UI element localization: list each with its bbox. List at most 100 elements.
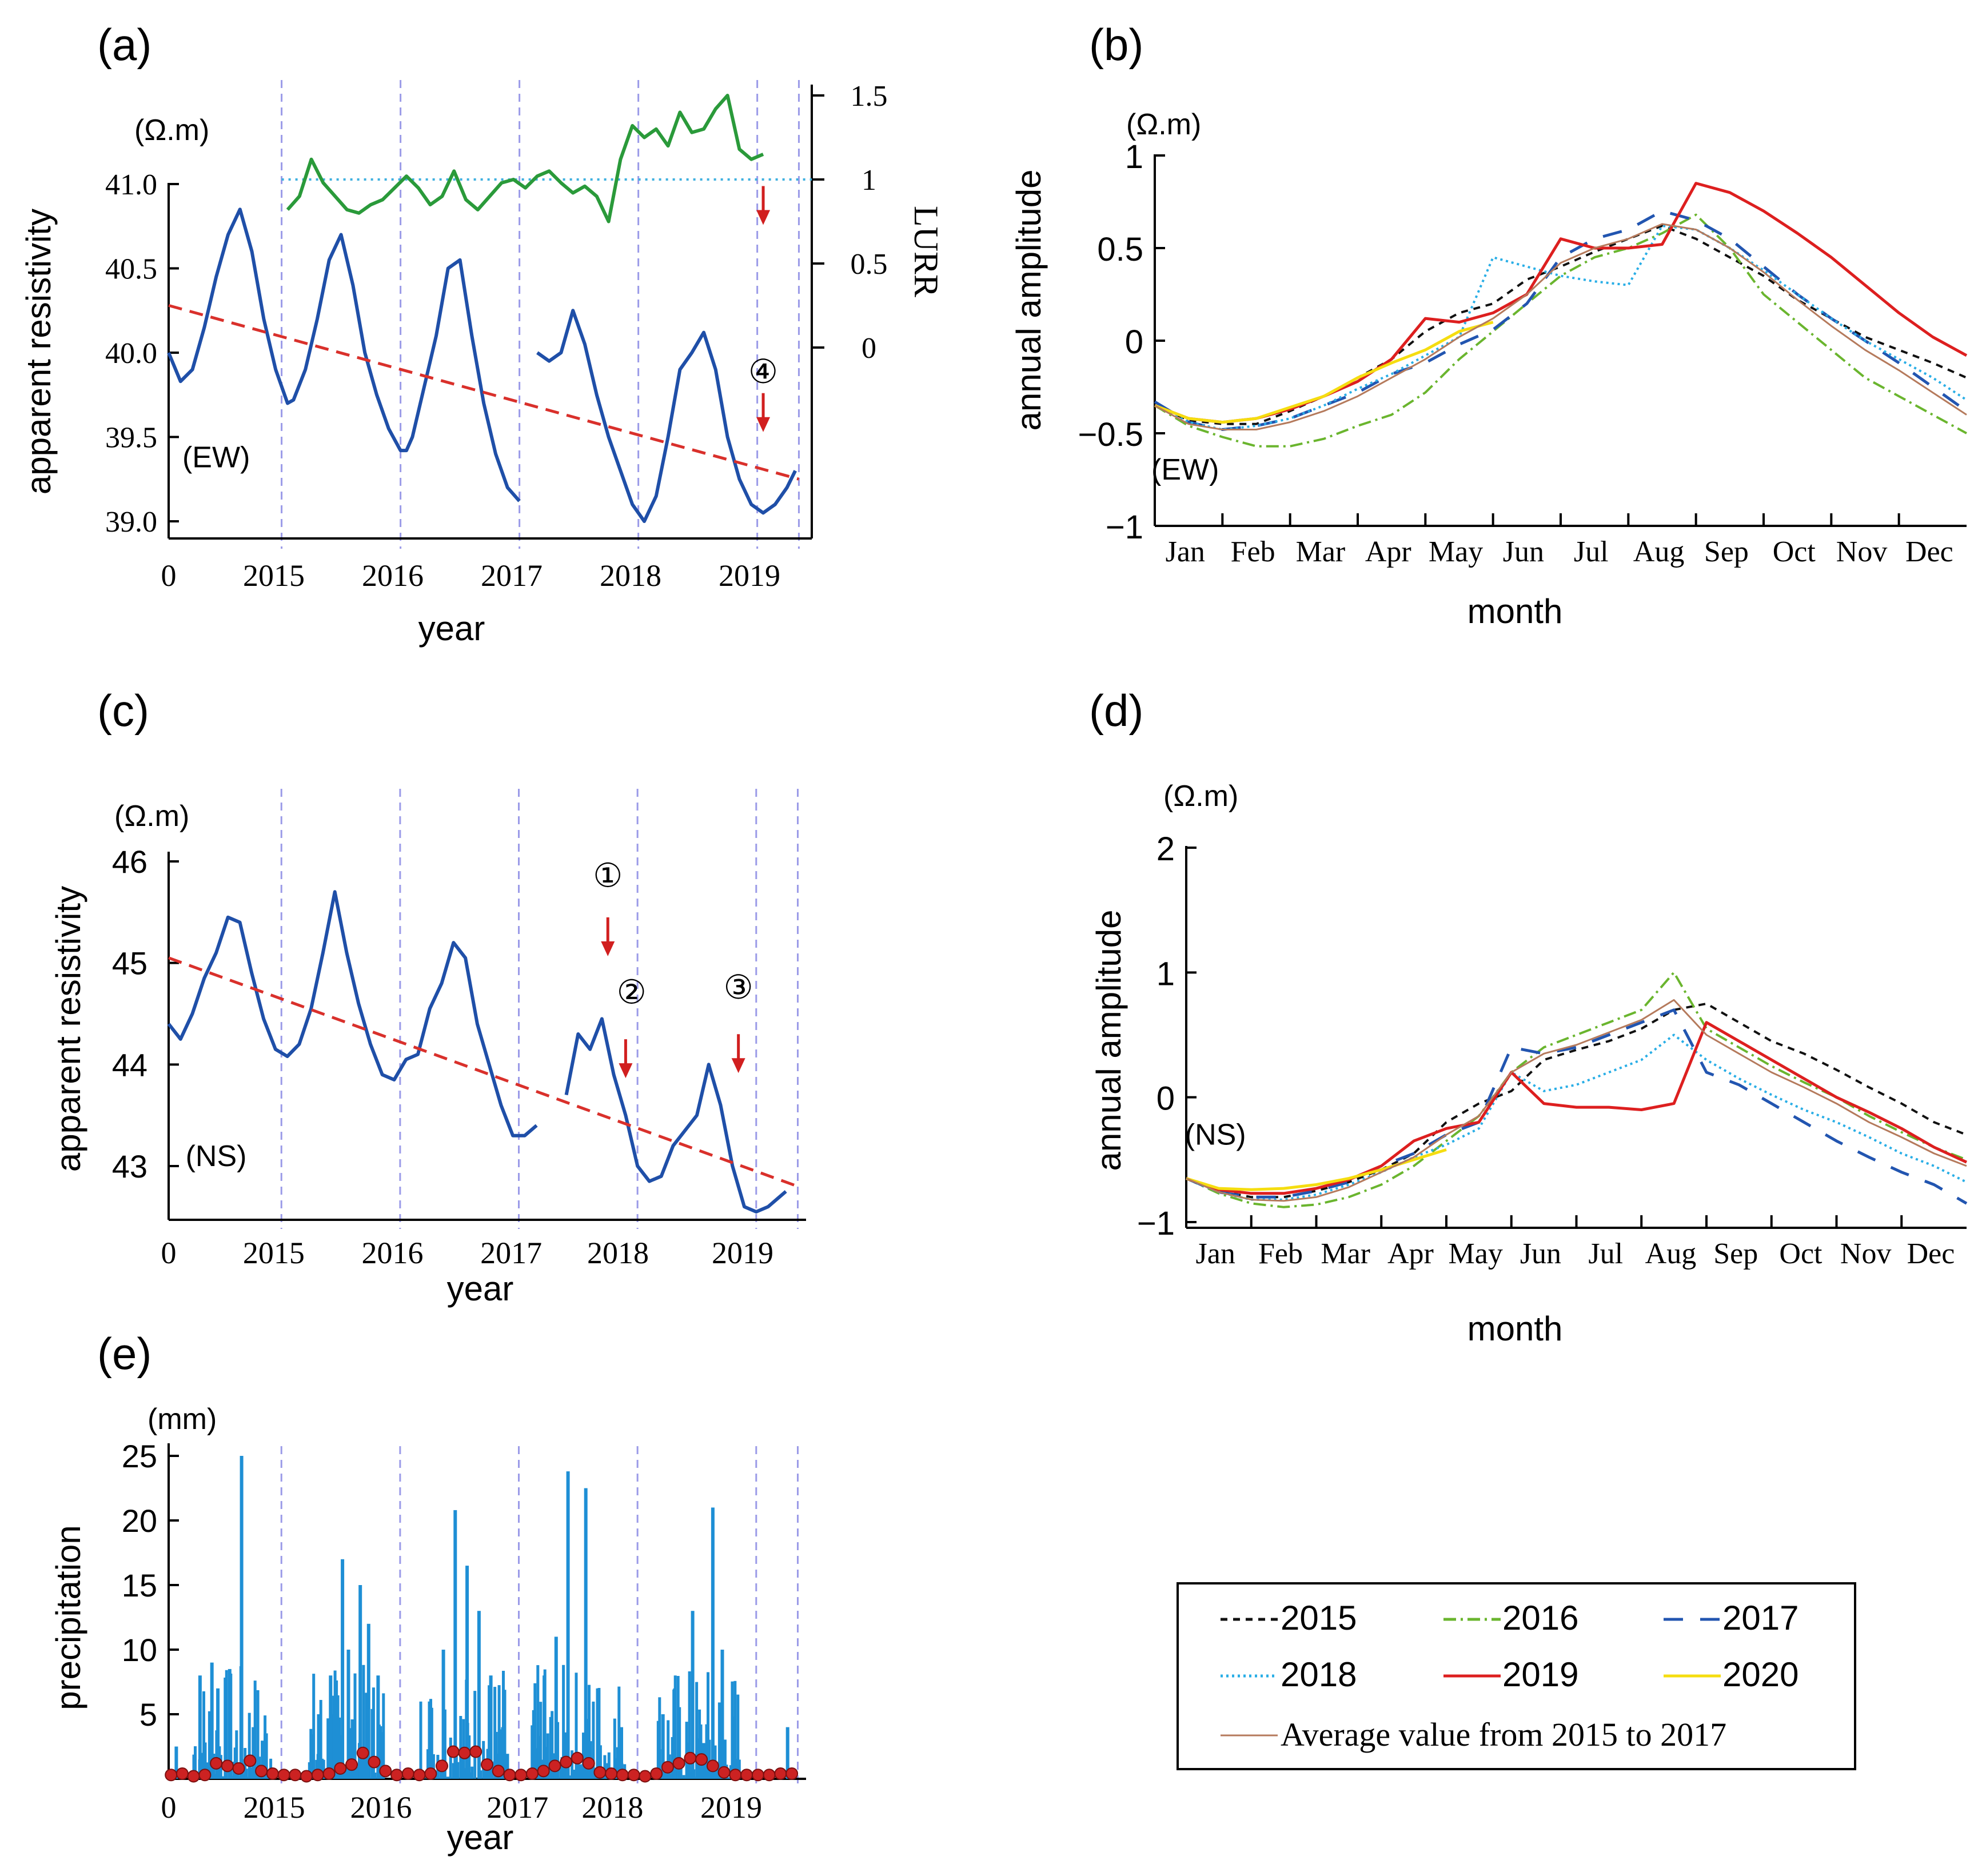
monthly-dot-36 [571,1751,584,1765]
monthly-dot-32 [526,1767,539,1780]
series-2019 [1154,182,1968,424]
panel-a-y2label: LURR [907,206,945,297]
y-tick-label-2: 1 [1156,955,1175,992]
arrow-4 [756,393,771,432]
x-tick-label-7: Aug [1645,1238,1697,1270]
bar-195 [562,1665,565,1779]
bar-216 [592,1701,595,1779]
y-tick-label-3: 46 [112,844,147,880]
x-tick-label-11: Dec [1905,536,1953,568]
monthly-dot-46 [684,1751,697,1765]
bar-213 [588,1685,591,1779]
bar-103 [373,1773,377,1779]
bar-204 [575,1673,578,1779]
panel-b-y-ticks: −1 −0.5 0 0.5 1 [1078,138,1165,546]
x-tick-label-9: Oct [1773,536,1816,568]
panel-c-arrows [601,917,745,1079]
legend-box [1177,1582,1856,1770]
x-tick-label-4: 2018 [581,1790,643,1825]
bar-177 [536,1665,540,1779]
legend-label-average: Average value from 2015 to 2017 [1281,1716,1726,1753]
monthly-dot-15 [334,1762,347,1775]
bar-242 [658,1697,661,1779]
monthly-dot-8 [255,1765,268,1778]
bar-95 [362,1665,365,1779]
peak-bar-0 [174,1746,178,1779]
monthly-dot-2 [187,1770,200,1783]
peak-bar-2 [210,1662,214,1779]
y-tick-label-1: −0.5 [1078,416,1144,453]
bar-39 [248,1713,251,1779]
panel-c-marker-3: ③ [724,969,753,1006]
bar-70 [326,1718,330,1779]
monthly-dot-34 [548,1759,561,1773]
legend-label-2015: 2015 [1281,1599,1357,1637]
bar-83 [345,1766,348,1779]
panel-a-unit: (Ω.m) [134,114,209,147]
peak-bar-19 [477,1611,481,1779]
panel-d: (d) (Ω.m) annual amplitude month −1 0 1 2 J… [1089,685,1968,1348]
series-2016 [1186,971,1967,1208]
peak-bar-10 [341,1559,345,1779]
arrow-3 [731,1034,745,1073]
peak-bar-28 [661,1714,665,1779]
peak-bar-30 [691,1611,695,1779]
peak-bar-32 [720,1650,724,1779]
bar-97 [365,1693,368,1779]
peak-bar-22 [543,1675,547,1779]
y-tick-label-4: 1 [1125,138,1143,175]
monthly-dot-19 [379,1765,392,1778]
bar-109 [382,1693,385,1779]
x-tick-label-1: 2015 [244,1790,305,1825]
bar-1 [194,1746,197,1779]
bar-120 [432,1754,435,1779]
panel-e-year-lines [280,1446,799,1786]
x-tick-label-1: Feb [1258,1238,1303,1270]
peak-bar-25 [584,1488,588,1779]
bar-259 [682,1775,685,1779]
y-tick-label-2: 45 [112,945,147,981]
panel-c-series [167,890,787,1214]
bar-224 [603,1755,607,1779]
monthly-dot-45 [672,1757,685,1770]
monthly-dot-26 [458,1746,471,1759]
monthly-dot-29 [492,1765,505,1778]
x-tick-label-0: Jan [1166,536,1205,568]
x-tick-label-3: 2017 [481,558,543,593]
monthly-dot-18 [368,1755,381,1769]
y-tick-label-0: −1 [1137,1205,1175,1242]
series-ns-resistivity [167,890,538,1137]
x-tick-label-1: Feb [1231,536,1275,568]
panel-c-trend-line [168,956,799,1188]
x-tick-label-0: 0 [161,558,177,593]
panel-d-x-ticks: Jan Feb Mar Apr May Jun Jul Aug Sep Oct Nov Dec [1185,1215,1955,1270]
legend: 2015 2016 2017 2018 2019 2020 Average va… [1177,1582,1856,1770]
arrow-3-head [731,1058,745,1073]
monthly-dot-3 [198,1769,212,1782]
legend-label-2018: 2018 [1281,1655,1357,1694]
monthly-dot-37 [582,1757,595,1770]
monthly-dot-5 [221,1759,234,1773]
bar-227 [607,1752,611,1779]
monthly-dot-51 [740,1769,753,1782]
bar-297 [736,1694,740,1779]
y-tick-label-3: 0.5 [1097,231,1143,268]
y2-tick-label-3: 1.5 [851,80,888,113]
bar-139 [459,1716,462,1779]
bar-23 [225,1670,228,1779]
bar-170 [503,1690,507,1779]
y-tick-label-2: 15 [122,1567,157,1603]
x-tick-label-5: Jun [1503,536,1544,568]
bar-276 [707,1672,709,1779]
x-tick-label-1: 2015 [243,558,305,593]
panel-a-tag: (EW) [182,441,250,474]
bar-65 [319,1700,322,1779]
monthly-dot-0 [165,1769,178,1782]
monthly-dot-21 [401,1767,414,1780]
x-tick-label-2: Mar [1321,1238,1370,1270]
monthly-dot-7 [244,1754,257,1767]
peak-bar-27 [620,1727,623,1779]
peak-bar-20 [489,1675,493,1779]
y-tick-label-3: 20 [122,1503,157,1539]
series-avg [1154,223,1967,430]
